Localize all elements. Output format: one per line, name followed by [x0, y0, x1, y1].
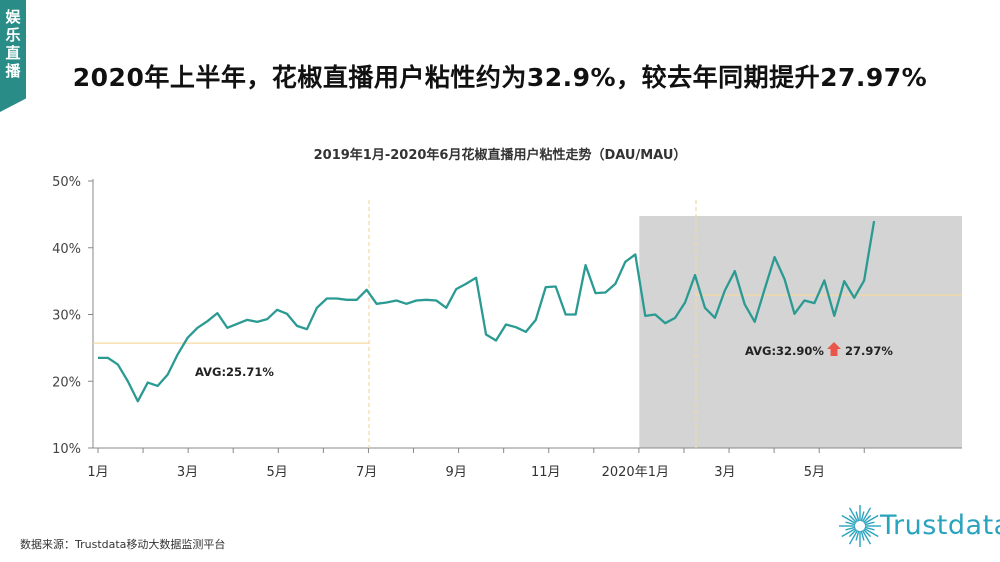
- sunburst-ray: [845, 526, 856, 531]
- sunburst-ray: [864, 521, 875, 526]
- sunburst-ray: [863, 514, 872, 523]
- chart-title: 2019年1月-2020年6月花椒直播用户粘性走势（DAU/MAU）: [313, 148, 687, 163]
- category-tab-label: 娱乐直播: [5, 8, 21, 80]
- sunburst-ray: [863, 529, 872, 538]
- sunburst-ray: [864, 526, 875, 531]
- sunburst-ray: [848, 507, 859, 523]
- sunburst-ray: [861, 507, 872, 523]
- sunburst-ray: [855, 511, 860, 522]
- sunburst-ray: [848, 514, 857, 523]
- x-tick-label: 1月: [87, 465, 108, 480]
- sunburst-ray: [861, 529, 872, 545]
- sunburst-icon: [839, 505, 881, 547]
- increase-arrow-icon: [827, 342, 841, 356]
- sunburst-ray: [841, 527, 857, 538]
- data-source-note: 数据来源：Trustdata移动大数据监测平台: [20, 538, 226, 551]
- x-tick-label: 2020年1月: [602, 465, 669, 480]
- x-tick-label: 11月: [531, 465, 561, 480]
- sunburst-ray: [848, 529, 859, 545]
- growth-label: 27.97%: [845, 344, 893, 358]
- sunburst-ray: [860, 511, 865, 522]
- avg-label-2019h1: AVG:25.71%: [195, 365, 274, 379]
- x-tick-label: 3月: [714, 465, 735, 480]
- sunburst-ray: [863, 527, 879, 538]
- sunburst-ray: [845, 521, 856, 526]
- sunburst-ray: [860, 530, 865, 541]
- x-tick-label: 9月: [446, 465, 467, 480]
- x-tick-label: 5月: [804, 465, 825, 480]
- y-tick-label: 40%: [52, 242, 81, 257]
- trustdata-logo: Trustdata: [836, 498, 1000, 554]
- y-tick-label: 20%: [52, 375, 81, 390]
- sunburst-ray: [841, 514, 857, 525]
- sunburst-ray: [863, 514, 879, 525]
- period-2020-shade: [639, 216, 962, 448]
- sunburst-ray: [855, 530, 860, 541]
- x-tick-label: 7月: [356, 465, 377, 480]
- avg-label-2020h1: AVG:32.90%: [745, 344, 824, 358]
- x-tick-label: 5月: [266, 465, 287, 480]
- page-headline: 2020年上半年，花椒直播用户粘性约为32.9%，较去年同期提升27.97%: [72, 63, 928, 92]
- y-tick-label: 50%: [52, 175, 81, 190]
- x-tick-label: 3月: [177, 465, 198, 480]
- y-tick-label: 10%: [52, 442, 81, 457]
- y-tick-label: 30%: [52, 309, 81, 324]
- category-tab: 娱乐直播: [0, 0, 26, 112]
- sunburst-ray: [848, 529, 857, 538]
- logo-text: Trustdata: [880, 510, 1000, 541]
